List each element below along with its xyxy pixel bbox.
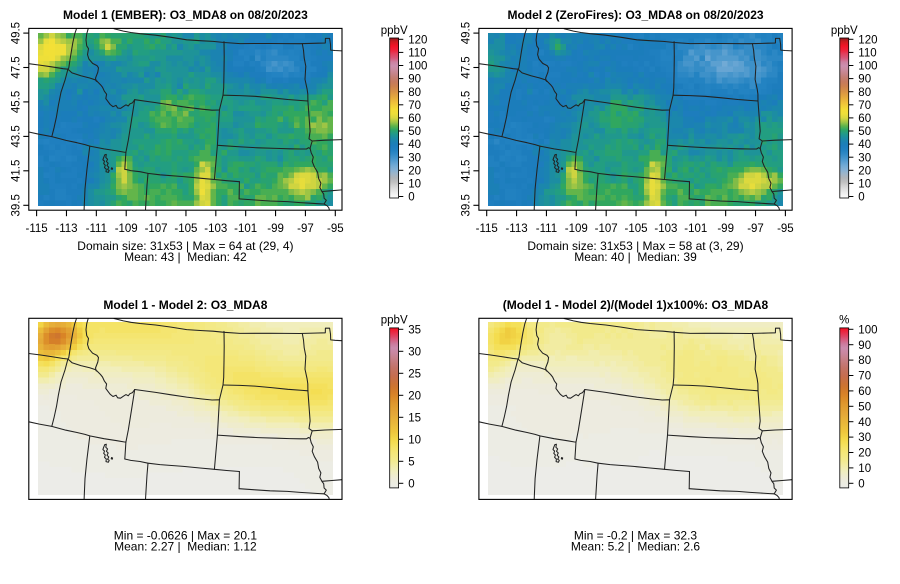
svg-text:Model 2 (ZeroFires): O3_MDA8 o: Model 2 (ZeroFires): O3_MDA8 on 08/20/20… — [507, 8, 763, 22]
svg-text:35: 35 — [408, 324, 421, 336]
svg-text:-105: -105 — [174, 223, 197, 235]
svg-text:120: 120 — [408, 34, 427, 46]
svg-text:ppbV: ppbV — [381, 25, 408, 37]
svg-text:110: 110 — [408, 48, 426, 60]
svg-text:110: 110 — [858, 48, 876, 60]
svg-text:-107: -107 — [595, 223, 618, 235]
svg-text:80: 80 — [858, 355, 871, 367]
svg-text:47.5: 47.5 — [10, 56, 22, 78]
svg-text:50: 50 — [408, 126, 421, 138]
svg-text:60: 60 — [408, 113, 421, 125]
svg-text:25: 25 — [408, 368, 421, 380]
svg-text:49.5: 49.5 — [10, 22, 22, 44]
svg-text:120: 120 — [858, 34, 877, 46]
svg-text:40: 40 — [408, 139, 421, 151]
svg-text:-115: -115 — [476, 223, 498, 235]
svg-text:47.5: 47.5 — [460, 56, 472, 78]
svg-text:-99: -99 — [717, 223, 734, 235]
svg-text:20: 20 — [858, 165, 871, 177]
svg-text:10: 10 — [408, 434, 421, 446]
svg-text:70: 70 — [858, 100, 871, 112]
svg-text:100: 100 — [408, 61, 427, 73]
svg-text:39.5: 39.5 — [460, 194, 472, 216]
svg-text:-115: -115 — [26, 223, 48, 235]
svg-text:-97: -97 — [747, 223, 764, 235]
svg-text:41.5: 41.5 — [460, 160, 472, 182]
svg-text:Min = -0.2 | Max = 32.3: Min = -0.2 | Max = 32.3 — [574, 529, 698, 543]
svg-text:90: 90 — [858, 74, 871, 86]
svg-text:Model 1 (EMBER): O3_MDA8 on 08: Model 1 (EMBER): O3_MDA8 on 08/20/2023 — [63, 8, 308, 22]
svg-text:50: 50 — [858, 401, 871, 413]
svg-text:-109: -109 — [115, 223, 138, 235]
svg-text:80: 80 — [408, 87, 421, 99]
svg-text:41.5: 41.5 — [10, 160, 22, 182]
svg-text:45.5: 45.5 — [10, 91, 22, 113]
svg-text:-95: -95 — [777, 223, 794, 235]
svg-text:43.5: 43.5 — [460, 125, 472, 147]
svg-text:ppbV: ppbV — [831, 25, 858, 37]
svg-text:43.5: 43.5 — [10, 125, 22, 147]
svg-text:70: 70 — [858, 371, 871, 383]
svg-text:0: 0 — [408, 478, 414, 490]
svg-text:20: 20 — [408, 390, 421, 402]
svg-text:49.5: 49.5 — [460, 22, 472, 44]
svg-text:90: 90 — [858, 340, 871, 352]
svg-text:10: 10 — [408, 179, 421, 191]
svg-text:40: 40 — [858, 139, 871, 151]
svg-text:40: 40 — [858, 417, 871, 429]
svg-text:-103: -103 — [204, 223, 227, 235]
svg-text:30: 30 — [408, 152, 421, 164]
svg-text:-111: -111 — [536, 223, 557, 235]
svg-text:Domain size: 31x53 | Max = 58: Domain size: 31x53 | Max = 58 at (3, 29) — [527, 239, 743, 253]
svg-text:15: 15 — [408, 412, 421, 424]
svg-text:30: 30 — [858, 152, 871, 164]
svg-text:0: 0 — [858, 478, 864, 490]
svg-text:100: 100 — [858, 324, 877, 336]
svg-text:(Model 1 - Model 2)/(Model 1)x: (Model 1 - Model 2)/(Model 1)x100%: O3_M… — [503, 298, 769, 312]
svg-text:45.5: 45.5 — [460, 91, 472, 113]
svg-text:80: 80 — [858, 87, 871, 99]
svg-text:60: 60 — [858, 113, 871, 125]
svg-text:%: % — [839, 315, 849, 327]
svg-text:-103: -103 — [654, 223, 677, 235]
svg-text:-101: -101 — [684, 223, 707, 235]
svg-text:20: 20 — [408, 165, 421, 177]
svg-text:Mean: 2.27 | Median: 1.12: Mean: 2.27 | Median: 1.12 — [114, 539, 257, 553]
svg-text:Mean: 5.2 | Median: 2.6: Mean: 5.2 | Median: 2.6 — [571, 539, 701, 553]
svg-text:-113: -113 — [505, 223, 527, 235]
svg-text:Model 1 - Model 2: O3_MDA8: Model 1 - Model 2: O3_MDA8 — [103, 298, 267, 312]
svg-text:Mean: 43 | Median: 42: Mean: 43 | Median: 42 — [124, 250, 247, 264]
svg-text:Domain size: 31x53 | Max = 64: Domain size: 31x53 | Max = 64 at (29, 4) — [77, 239, 293, 253]
svg-text:-109: -109 — [565, 223, 588, 235]
svg-text:100: 100 — [858, 61, 877, 73]
svg-text:Min = -0.0626 | Max = 20.1: Min = -0.0626 | Max = 20.1 — [114, 529, 258, 543]
svg-text:90: 90 — [408, 74, 421, 86]
svg-text:5: 5 — [408, 456, 414, 468]
svg-text:-105: -105 — [625, 223, 648, 235]
svg-text:10: 10 — [858, 179, 871, 191]
svg-text:50: 50 — [858, 126, 871, 138]
svg-text:-107: -107 — [145, 223, 168, 235]
svg-text:30: 30 — [858, 432, 871, 444]
svg-text:-111: -111 — [86, 223, 107, 235]
svg-text:60: 60 — [858, 386, 871, 398]
svg-text:0: 0 — [858, 192, 864, 204]
svg-text:ppbV: ppbV — [381, 315, 408, 327]
svg-text:30: 30 — [408, 346, 421, 358]
svg-text:-101: -101 — [234, 223, 257, 235]
svg-text:20: 20 — [858, 448, 871, 460]
svg-text:10: 10 — [858, 463, 871, 475]
svg-text:Mean: 40 | Median: 39: Mean: 40 | Median: 39 — [574, 250, 697, 264]
svg-text:-113: -113 — [55, 223, 77, 235]
svg-text:0: 0 — [408, 192, 414, 204]
svg-text:70: 70 — [408, 100, 421, 112]
svg-text:-97: -97 — [297, 223, 314, 235]
svg-text:-99: -99 — [267, 223, 284, 235]
svg-text:39.5: 39.5 — [10, 194, 22, 216]
svg-text:-95: -95 — [327, 223, 344, 235]
